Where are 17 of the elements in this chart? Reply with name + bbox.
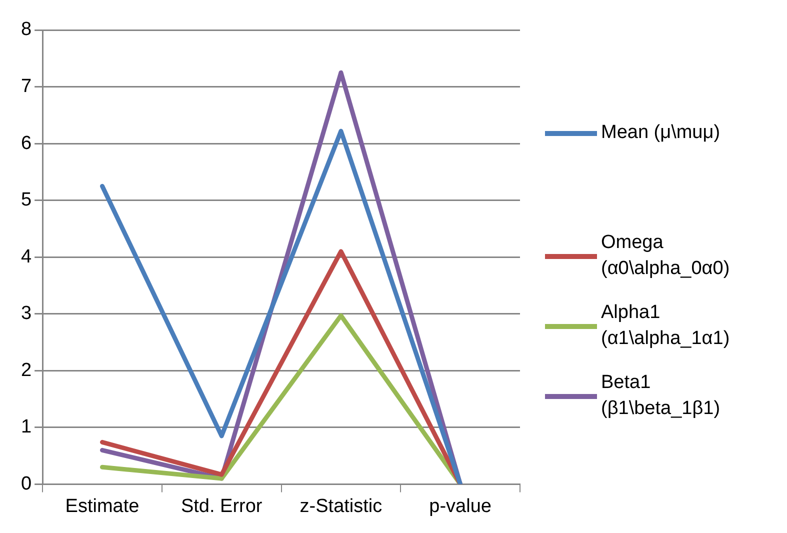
y-tick-label: 8 [20,19,32,40]
legend-label: Beta1 (β1\beta_1β1) [601,371,722,421]
y-tick-label: 6 [20,132,32,154]
legend-label: Mean (μ\muμ) [601,121,720,145]
x-tick-label: p-value [429,496,492,517]
x-tick-label: z-Statistic [300,496,382,517]
y-tick-label: 5 [20,190,32,211]
legend-label: Omega (α0\alpha_0α0) [601,231,731,281]
x-tick-label: Estimate [65,496,140,517]
y-tick-label: 0 [20,473,32,494]
y-tick-label: 4 [20,246,32,268]
y-tick-label: 1 [20,416,32,438]
legend-label: Alpha1 (α1\alpha_1α1) [601,301,731,351]
y-tick-label: 3 [20,303,32,324]
y-tick-label: 7 [20,76,32,98]
x-tick-label: Std. Error [180,496,263,517]
y-tick-label: 2 [20,360,32,381]
